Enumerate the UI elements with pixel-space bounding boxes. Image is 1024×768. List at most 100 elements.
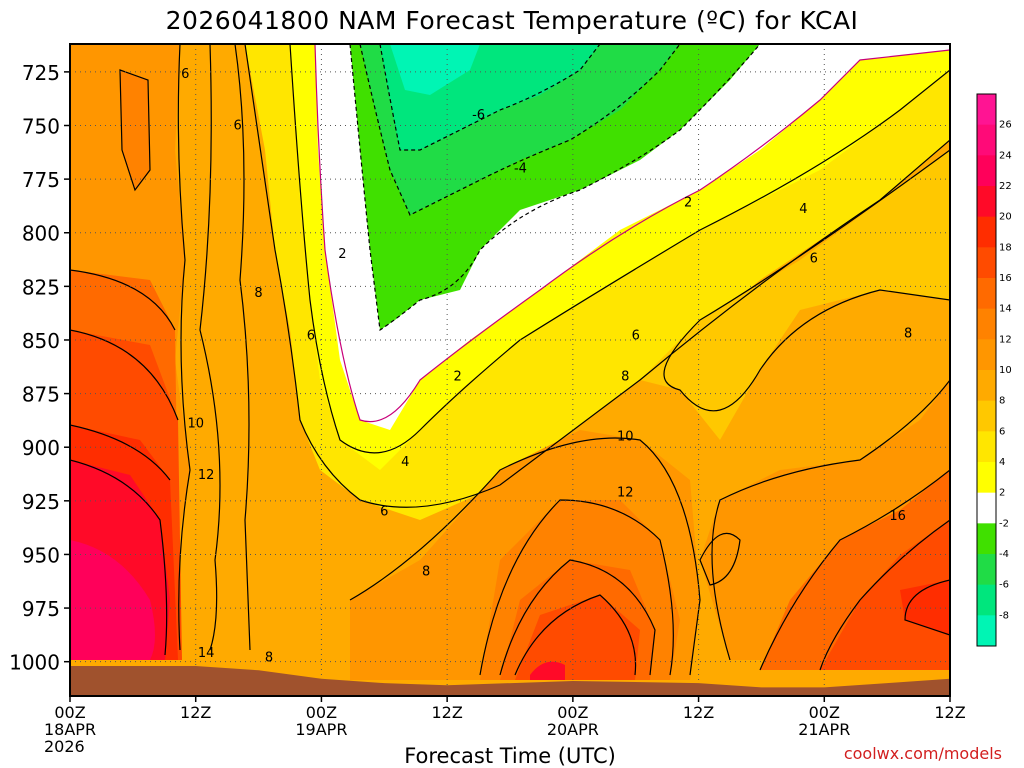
colorbar-label: 4 (999, 457, 1005, 468)
contour-label: 6 (632, 329, 640, 344)
colorbar-band (977, 339, 996, 371)
x-tick-label: 00Z (809, 703, 840, 722)
contour-label: -6 (472, 108, 485, 123)
temperature-field (70, 44, 950, 696)
colorbar-label: 20 (999, 212, 1012, 223)
contour-line (70, 424, 171, 481)
y-tick-label: 1000 (9, 651, 60, 675)
colorbar-band (977, 615, 996, 647)
y-tick-label: 725 (22, 61, 60, 85)
colorbar-band (977, 492, 996, 524)
colorbar-label: 18 (999, 242, 1012, 253)
colorbar-label: -2 (999, 518, 1009, 529)
y-tick-label: 975 (22, 597, 60, 621)
x-tick-label: 20APR (547, 720, 599, 739)
contour-label: 12 (198, 468, 215, 483)
colorbar-label: 2 (999, 488, 1005, 499)
contour-label: 6 (307, 329, 315, 344)
x-tick-label: 18APR (44, 720, 96, 739)
colorbar-band (977, 308, 996, 340)
x-tick-label: 00Z (54, 703, 85, 722)
colorbar-label: -8 (999, 610, 1009, 621)
contour-line (119, 69, 151, 192)
contour-line (314, 44, 950, 423)
contour-label: 8 (422, 565, 430, 580)
ground-surface (70, 666, 950, 696)
contour-label: 10 (187, 417, 204, 432)
x-axis-title: Forecast Time (UTC) (404, 744, 616, 768)
contour-label: -4 (514, 161, 527, 176)
contour-line (479, 499, 674, 676)
contour-line (904, 579, 950, 636)
colorbar-band (977, 523, 996, 555)
colorbar-band (977, 431, 996, 463)
y-tick-label: 750 (22, 115, 60, 139)
y-tick-label: 950 (22, 543, 60, 567)
contour-line (70, 459, 168, 656)
contour-line (177, 44, 191, 651)
source-credit: coolwx.com/models (843, 744, 1002, 763)
y-tick-label: 925 (22, 490, 60, 514)
ground-fill (70, 666, 950, 696)
field-green-8 (390, 44, 480, 95)
colorbar-label: 26 (999, 120, 1012, 131)
colorbar-band (977, 247, 996, 279)
contour-label: 16 (889, 509, 906, 524)
colorbar-frame (976, 93, 997, 647)
contour-line (379, 44, 601, 151)
field-right-16 (820, 520, 950, 670)
contour-line (819, 519, 950, 671)
contour-label: 12 (617, 485, 634, 500)
contour-line (234, 44, 251, 651)
colorbar-label: 10 (999, 365, 1012, 376)
colorbar-band (977, 462, 996, 494)
contour-label: 2 (684, 196, 692, 211)
chart-title: 2026041800 NAM Forecast Temperature (ºC)… (165, 6, 859, 35)
x-tick-label: 00Z (306, 703, 337, 722)
plot-frame (69, 43, 951, 697)
contour-label: 6 (233, 119, 241, 134)
contour-line (199, 44, 221, 651)
contour-lines (70, 44, 950, 676)
contour-line (499, 559, 656, 676)
contour-label: 14 (198, 646, 215, 661)
field-left-22 (70, 540, 155, 660)
colorbar-label: -4 (999, 549, 1009, 560)
x-tick-label: 12Z (180, 703, 211, 722)
colorbar-band (977, 124, 996, 156)
y-tick-label: 775 (22, 168, 60, 192)
field-mid-20 (530, 661, 565, 680)
contour-line (711, 379, 950, 661)
colorbar-label: 24 (999, 150, 1012, 161)
y-tick-label: 800 (22, 222, 60, 246)
colorbar-band (977, 155, 996, 187)
contour-line (699, 532, 741, 586)
colorbar-band (977, 554, 996, 586)
y-tick-label: 900 (22, 436, 60, 460)
colorbar-label: 16 (999, 273, 1012, 284)
contour-label: 6 (810, 251, 818, 266)
contour-label: 8 (254, 286, 262, 301)
colorbar-label: 22 (999, 181, 1012, 192)
contour-line (663, 149, 950, 412)
x-tick-label: 2026 (44, 737, 85, 756)
field-left-upper-bands (120, 70, 150, 190)
field-mid-16 (515, 595, 640, 680)
y-tick-label: 825 (22, 275, 60, 299)
x-tick-label: 19APR (295, 720, 347, 739)
contour-label: 6 (380, 505, 388, 520)
contour-label: 4 (799, 202, 807, 217)
contour-label: 8 (265, 650, 273, 665)
field-right-6 (640, 150, 950, 440)
colorbar-band (977, 278, 996, 310)
x-tick-label: 12Z (683, 703, 714, 722)
contour-label: 10 (617, 429, 634, 444)
x-tick-label: 12Z (934, 703, 965, 722)
colorbar-label: 8 (999, 396, 1005, 407)
contour-line (759, 469, 950, 671)
y-tick-label: 850 (22, 329, 60, 353)
grid (70, 44, 950, 696)
colorbar-band (977, 584, 996, 616)
